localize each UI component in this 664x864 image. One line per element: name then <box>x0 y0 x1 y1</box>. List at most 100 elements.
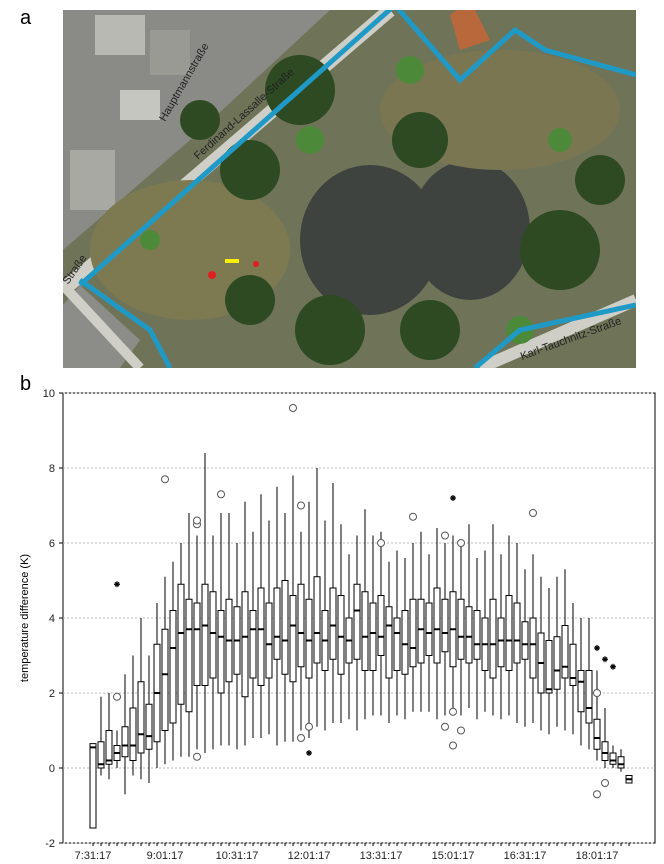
box <box>386 607 392 678</box>
box <box>418 599 424 663</box>
box <box>298 584 304 667</box>
box <box>378 596 384 656</box>
outlier <box>442 723 449 730</box>
outlier <box>530 510 537 517</box>
page: {"panel_labels": ["a", "b"], "map": {"st… <box>0 0 664 864</box>
outlier <box>298 502 305 509</box>
outlier <box>218 491 225 498</box>
box <box>506 596 512 671</box>
box <box>426 603 432 656</box>
y-tick-label: 4 <box>49 613 55 625</box>
extreme <box>114 581 120 587</box>
y-tick-label: -2 <box>45 838 55 850</box>
box <box>210 592 216 678</box>
box <box>194 603 200 686</box>
box <box>162 629 168 730</box>
outlier <box>458 727 465 734</box>
box <box>146 704 152 749</box>
outlier <box>410 513 417 520</box>
box <box>410 599 416 667</box>
box <box>570 644 576 685</box>
extreme <box>610 664 616 670</box>
y-tick-label: 6 <box>49 538 55 550</box>
x-tick-label: 7:31:17 <box>75 850 112 862</box>
box <box>170 611 176 724</box>
box <box>554 637 560 690</box>
outlier <box>194 517 201 524</box>
box <box>578 671 584 712</box>
box <box>610 753 616 764</box>
box <box>514 603 520 663</box>
y-tick-label: 2 <box>49 688 55 700</box>
box <box>434 588 440 663</box>
outlier <box>442 532 449 539</box>
box <box>202 584 208 685</box>
box <box>178 584 184 704</box>
box <box>90 744 96 828</box>
x-tick-label: 18:01:17 <box>576 850 619 862</box>
box <box>266 603 272 678</box>
box <box>242 592 248 697</box>
extreme <box>594 645 600 651</box>
box <box>354 584 360 659</box>
extreme <box>306 750 312 756</box>
aerial-map: Hauptmannstraße Ferdinand-Lassalle-Straß… <box>61 0 636 368</box>
box <box>474 611 480 660</box>
box <box>282 581 288 675</box>
box <box>458 599 464 659</box>
box <box>258 588 264 686</box>
x-tick-label: 16:31:17 <box>504 850 547 862</box>
figure: a b <box>0 0 664 864</box>
extreme <box>450 495 456 501</box>
outlier <box>450 708 457 715</box>
box <box>562 626 568 679</box>
box <box>362 592 368 671</box>
box <box>522 622 528 660</box>
box <box>530 618 536 678</box>
box <box>618 757 624 768</box>
outlier <box>458 540 465 547</box>
box <box>490 599 496 678</box>
outlier <box>378 540 385 547</box>
box <box>586 671 592 724</box>
box <box>466 607 472 663</box>
box <box>274 588 280 659</box>
box <box>442 599 448 652</box>
x-tick-label: 10:31:17 <box>216 850 259 862</box>
box <box>122 727 128 757</box>
panel-label: b <box>20 373 31 395</box>
box <box>218 611 224 694</box>
box <box>130 708 136 761</box>
outlier <box>162 476 169 483</box>
panel-label: a <box>20 7 32 29</box>
y-axis-label: temperature difference (K) <box>19 554 31 682</box>
y-tick-label: 0 <box>49 763 55 775</box>
y-tick-label: 10 <box>43 388 55 400</box>
x-tick-label: 15:01:17 <box>432 850 475 862</box>
box <box>394 618 400 671</box>
box <box>338 596 344 675</box>
x-tick-label: 12:01:17 <box>288 850 331 862</box>
outlier <box>450 742 457 749</box>
outlier <box>298 735 305 742</box>
outlier <box>306 723 313 730</box>
outlier <box>290 405 297 412</box>
outlier <box>594 690 601 697</box>
box <box>138 682 144 753</box>
box <box>314 577 320 663</box>
box <box>402 611 408 675</box>
box <box>106 731 112 765</box>
extreme <box>602 656 608 662</box>
outlier <box>194 753 201 760</box>
box <box>250 611 256 679</box>
box <box>498 618 504 667</box>
x-tick-label: 13:31:17 <box>360 850 403 862</box>
box <box>290 596 296 682</box>
box <box>186 599 192 712</box>
box <box>594 719 600 749</box>
box <box>370 603 376 671</box>
box <box>546 641 552 694</box>
outlier <box>594 791 601 798</box>
box <box>602 742 608 761</box>
outlier <box>114 693 121 700</box>
